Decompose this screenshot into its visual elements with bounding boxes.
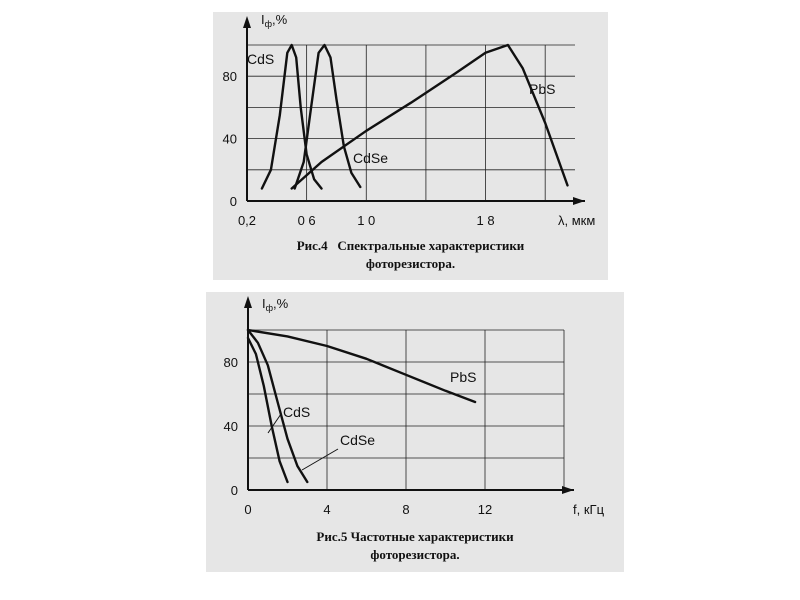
series-line-cds [260, 43, 323, 190]
x-tick-label: 8 [402, 502, 409, 517]
leader-line [267, 413, 282, 434]
frequency-chart-svg: Iф,% f, кГц 0 40 80 0 4 8 12 PbS CdS CdSe [224, 296, 605, 517]
x-axis-label: f, кГц [573, 502, 605, 517]
x-tick-label: 12 [478, 502, 492, 517]
y-tick-label: 40 [223, 132, 237, 147]
spectral-chart-panel: Iф,% λ, мкм 0 40 80 0,2 0 6 1 0 1 8 CdS CdSe PbS Ри… [213, 12, 608, 280]
series-line-pbs [290, 43, 569, 190]
y-tick-label: 40 [224, 419, 238, 434]
spectral-chart-svg: Iф,% λ, мкм 0 40 80 0,2 0 6 1 0 1 8 CdS CdSe PbS [223, 12, 596, 228]
series-label-cds: CdS [247, 51, 274, 67]
spectral-chart-caption: Рис.4 Спектральные характеристики фоторе… [213, 237, 608, 273]
frequency-chart-caption: Рис.5 Частотные характеристики фоторезис… [206, 528, 624, 564]
y-axis-arrow [243, 16, 251, 28]
caption-line: Рис.5 Частотные характеристики [316, 529, 514, 544]
x-tick-label: 0 6 [298, 213, 316, 228]
series-label-pbs: PbS [450, 369, 476, 385]
y-tick-label: 0 [230, 194, 237, 209]
series-line-cdse [246, 328, 309, 484]
series-label-cdse: CdSe [340, 432, 375, 448]
series-line-pbs [246, 328, 477, 404]
x-tick-label: 0,2 [238, 213, 256, 228]
frequency-chart-panel: Iф,% f, кГц 0 40 80 0 4 8 12 PbS CdS CdSe Рис.5 Час… [206, 292, 624, 572]
caption-line: фоторезистора. [365, 256, 456, 271]
y-axis-arrow [244, 296, 252, 308]
leader-line [301, 448, 339, 471]
series-line-cds [246, 336, 289, 484]
x-axis-arrow [562, 486, 574, 494]
series-label-cdse: CdSe [353, 150, 388, 166]
y-tick-label: 80 [223, 69, 237, 84]
y-tick-label: 80 [224, 355, 238, 370]
x-tick-label: 1 8 [477, 213, 495, 228]
x-tick-label: 0 [244, 502, 251, 517]
x-axis-label: λ, мкм [558, 213, 595, 228]
caption-line: Рис.4 Спектральные характеристики [296, 238, 525, 253]
x-tick-label: 4 [323, 502, 330, 517]
x-tick-label: 1 0 [357, 213, 375, 228]
y-axis-label: Iф,% [261, 12, 288, 29]
series-label-pbs: PbS [529, 81, 555, 97]
caption-line: фоторезистора. [370, 547, 460, 562]
series-line-cdse [293, 43, 362, 190]
y-tick-label: 0 [231, 483, 238, 498]
series-label-cds: CdS [283, 404, 310, 420]
x-axis-arrow [573, 197, 585, 205]
y-axis-label: Iф,% [262, 296, 289, 313]
